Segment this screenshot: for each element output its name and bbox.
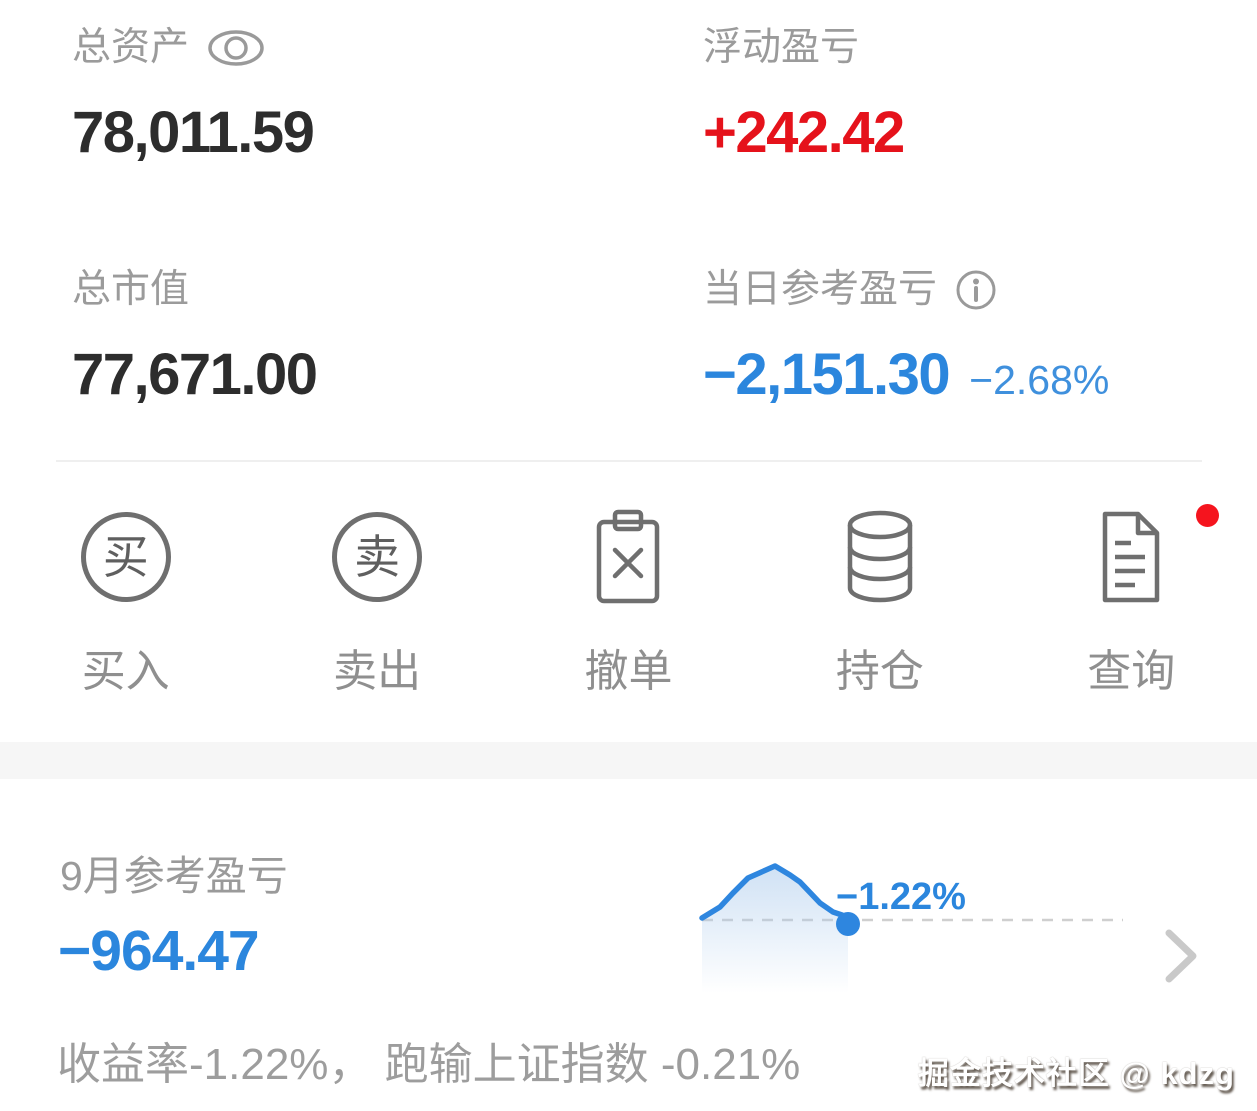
eye-icon[interactable] (206, 27, 266, 69)
buy-button[interactable]: 买 买入 (0, 506, 251, 696)
floating-pnl-value: +242.42 (703, 100, 905, 165)
sell-circle-icon: 卖 (332, 512, 423, 602)
floating-pnl-label: 浮动盈亏 (703, 26, 860, 69)
positions-label: 持仓 (835, 647, 924, 696)
sparkline-dot (836, 912, 860, 936)
cancel-order-label: 撤单 (584, 647, 673, 696)
monthly-sparkline-chart (699, 863, 1123, 993)
positions-icon (847, 510, 913, 603)
total-assets-label: 总资产 (72, 26, 190, 69)
section-gap-band (0, 742, 1257, 779)
query-label: 查询 (1087, 647, 1176, 696)
sparkline-end-label: −1.22% (836, 876, 966, 918)
positions-button[interactable]: 持仓 (754, 506, 1005, 696)
sell-button-label: 卖出 (333, 647, 422, 696)
buy-circle-icon: 买 (80, 512, 171, 602)
market-value-label: 总市值 (72, 268, 190, 311)
monthly-pnl-value: −964.47 (58, 919, 260, 983)
buy-button-label: 买入 (81, 647, 170, 696)
sell-button[interactable]: 卖 卖出 (251, 506, 502, 696)
monthly-pnl-label: 9月参考盈亏 (60, 853, 288, 899)
daily-pnl-percent: −2.68% (969, 357, 1110, 403)
query-button[interactable]: 查询 (1006, 506, 1257, 696)
daily-pnl-label: 当日参考盈亏 (703, 268, 938, 311)
action-bar: 买 买入 卖 卖出 撤单 (0, 506, 1257, 696)
daily-pnl-value: −2,151.30 (703, 342, 951, 407)
total-assets-value: 78,011.59 (72, 100, 315, 165)
watermark: 掘金技术社区 @ kdzg (917, 1056, 1235, 1091)
total-assets-stat: 总资产 78,011.59 (72, 24, 315, 166)
daily-pnl-stat: 当日参考盈亏 −2,151.30 −2.68% (703, 266, 1109, 408)
notification-dot (1196, 504, 1219, 527)
monthly-pnl-subtext: 收益率-1.22%， 跑输上证指数 -0.21% (57, 1040, 801, 1089)
market-value-value: 77,671.00 (72, 342, 318, 407)
market-value-stat: 总市值 77,671.00 (72, 266, 318, 408)
cancel-order-button[interactable]: 撤单 (503, 506, 754, 696)
section-divider (56, 460, 1202, 462)
sparkline-area (702, 866, 848, 993)
chevron-right-icon[interactable] (1164, 928, 1200, 984)
query-icon (1103, 511, 1160, 603)
cancel-order-icon (597, 509, 660, 604)
sparkline-line (699, 863, 851, 927)
info-icon[interactable] (954, 268, 998, 312)
floating-pnl-stat: 浮动盈亏 +242.42 (703, 24, 905, 166)
